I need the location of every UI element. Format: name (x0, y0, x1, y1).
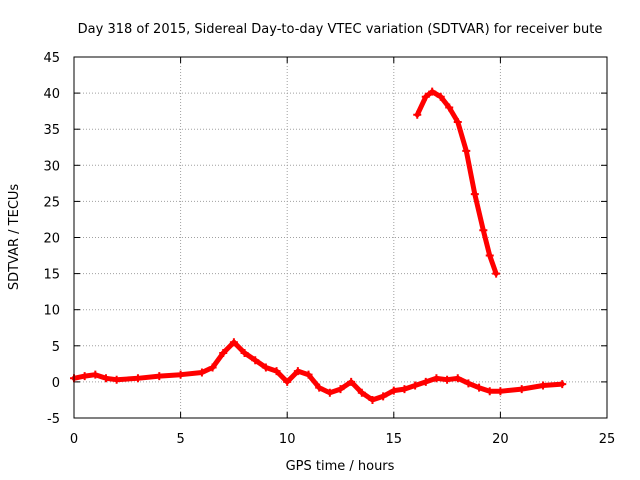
data-point (315, 383, 324, 392)
data-point (400, 385, 409, 394)
y-tick-label: 10 (43, 304, 60, 319)
data-point (436, 92, 445, 101)
data-point (251, 356, 260, 365)
data-point (261, 363, 270, 372)
data-point (272, 367, 281, 376)
x-tick-label: 20 (492, 432, 509, 447)
series-satellite-arc-low (71, 339, 565, 403)
data-point (453, 374, 462, 383)
data-point (453, 117, 462, 126)
data-point (80, 372, 89, 381)
data-point (485, 251, 494, 260)
data-point (389, 386, 398, 395)
data-point (155, 372, 164, 381)
data-point (304, 370, 313, 379)
data-point (558, 380, 567, 389)
data-point (492, 269, 501, 278)
y-tick-label: 0 (52, 376, 60, 391)
y-tick-label: 25 (43, 195, 60, 210)
y-axis-label: SDTVAR / TECUs (7, 184, 22, 291)
x-tick-labels: 0 5 10 15 20 25 (70, 432, 615, 447)
data-point (432, 374, 441, 383)
data-point (357, 388, 366, 397)
y-tick-label: 35 (43, 123, 60, 138)
data-point (475, 383, 484, 392)
data-point (197, 368, 206, 377)
data-point (336, 385, 345, 394)
y-tick-label: 40 (43, 87, 60, 102)
data-point (208, 363, 217, 372)
y-tick-label: 45 (43, 51, 60, 66)
data-point (539, 381, 548, 390)
x-tick-label: 15 (386, 432, 403, 447)
data-point (411, 381, 420, 390)
data-point (176, 370, 185, 379)
data-point (219, 349, 228, 358)
y-tick-label: 5 (52, 340, 60, 355)
data-point (485, 387, 494, 396)
data-point (428, 87, 437, 96)
data-point (101, 374, 110, 383)
x-tick-label: 10 (279, 432, 296, 447)
data-point (325, 388, 334, 397)
data-point (283, 377, 292, 386)
x-tick-label: 0 (70, 432, 78, 447)
data-point (462, 146, 471, 155)
data-point (112, 375, 121, 384)
x-tick-label: 5 (176, 432, 184, 447)
data-point (421, 377, 430, 386)
x-axis-label: GPS time / hours (286, 459, 395, 474)
data-point (464, 379, 473, 388)
data-point (470, 190, 479, 199)
data-point (91, 370, 100, 379)
data-point (379, 392, 388, 401)
data-point (443, 375, 452, 384)
grid-lines (74, 57, 607, 418)
y-tick-label: -5 (47, 412, 60, 427)
x-tick-label: 25 (599, 432, 616, 447)
data-point (479, 226, 488, 235)
y-tick-labels: -5 0 5 10 15 20 25 30 35 40 45 (43, 51, 60, 427)
data-point (413, 110, 422, 119)
data-point (517, 385, 526, 394)
y-tick-label: 20 (43, 232, 60, 247)
data-point (368, 395, 377, 404)
data-point (421, 92, 430, 101)
data-point (229, 338, 238, 347)
y-tick-label: 30 (43, 159, 60, 174)
plot-frame (73, 56, 608, 419)
chart-title: Day 318 of 2015, Sidereal Day-to-day VTE… (78, 22, 603, 37)
data-point (240, 349, 249, 358)
series-satellite-arc-high (414, 89, 499, 277)
data-point (347, 377, 356, 386)
data-series (70, 87, 567, 404)
data-point (293, 367, 302, 376)
y-tick-label: 15 (43, 268, 60, 283)
data-point (133, 374, 142, 383)
data-point (496, 387, 505, 396)
data-point (445, 103, 454, 112)
